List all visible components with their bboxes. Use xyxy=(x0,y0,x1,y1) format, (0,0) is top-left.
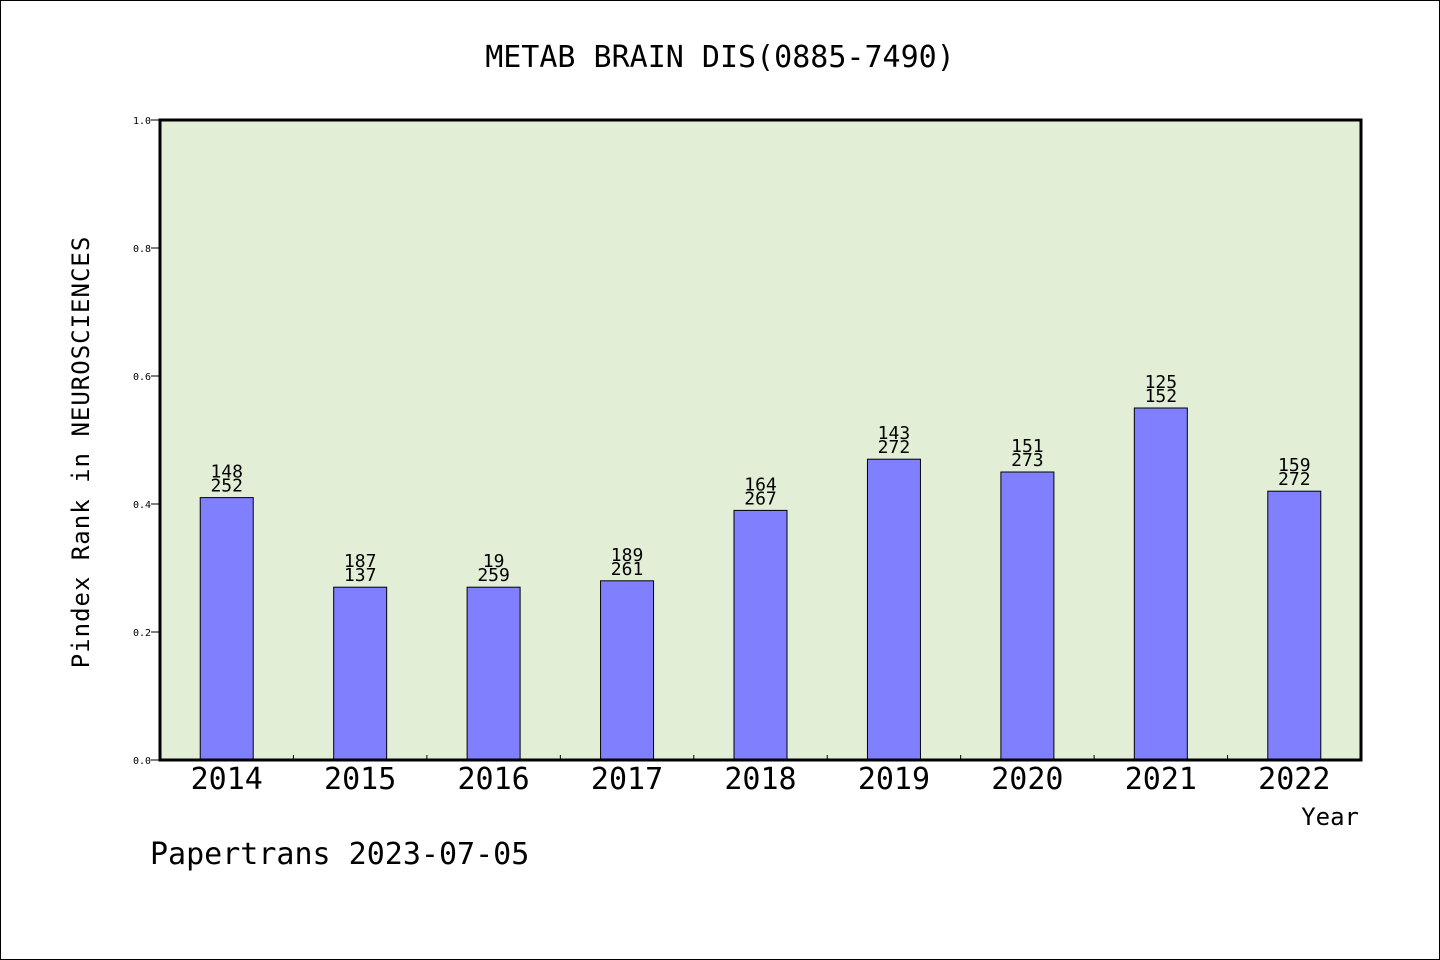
y-tick-label-1.0: 1.0 xyxy=(133,116,151,127)
bar-2022 xyxy=(1267,490,1322,761)
footer-text: Papertrans 2023-07-05 xyxy=(150,837,529,872)
x-tick-label-2019: 2019 xyxy=(858,762,930,797)
y-tick-label-0.8: 0.8 xyxy=(133,244,151,255)
bar-2017 xyxy=(600,580,655,761)
data-label-bottom-2017: 261 xyxy=(611,559,644,580)
data-label-bottom-2019: 272 xyxy=(878,437,911,458)
bar-2014 xyxy=(199,497,254,761)
data-label-bottom-2014: 252 xyxy=(210,476,243,497)
x-tick-label-2020: 2020 xyxy=(991,762,1063,797)
data-label-top-2019: 143 xyxy=(878,423,911,444)
data-label-top-2018: 164 xyxy=(744,474,777,495)
y-tick-label-0.0: 0.0 xyxy=(133,756,151,767)
y-axis-ticks: 0.0 0.2 0.4 0.6 0.8 1.0 xyxy=(133,116,160,767)
x-tick-label-2018: 2018 xyxy=(724,762,796,797)
y-tick-label-0.6: 0.6 xyxy=(133,372,151,383)
data-label-top-2016: 19 xyxy=(483,551,505,572)
x-tick-label-2015: 2015 xyxy=(324,762,396,797)
data-label-bottom-2020: 273 xyxy=(1011,450,1044,471)
y-axis-label: Pindex Rank in NEUROSCIENCES xyxy=(67,236,95,669)
bars xyxy=(199,407,1322,761)
data-label-top-2015: 187 xyxy=(344,551,377,572)
x-tick-label-2022: 2022 xyxy=(1258,762,1330,797)
data-label-bottom-2015: 137 xyxy=(344,565,377,586)
data-label-bottom-2018: 267 xyxy=(744,488,777,509)
data-label-top-2017: 189 xyxy=(611,545,644,566)
x-axis-ticks: 2014 2015 2016 2017 2018 2019 2020 2021 2022 xyxy=(191,755,1330,797)
bar-2021 xyxy=(1133,407,1188,761)
data-label-top-2022: 159 xyxy=(1278,455,1311,476)
y-tick-label-0.4: 0.4 xyxy=(133,500,151,511)
bar-2018 xyxy=(733,509,788,761)
bar-2015 xyxy=(333,586,388,761)
data-label-bottom-2021: 152 xyxy=(1145,386,1178,407)
bar-2019 xyxy=(866,458,921,761)
data-label-top-2014: 148 xyxy=(210,462,243,483)
data-label-bottom-2022: 272 xyxy=(1278,469,1311,490)
bar-2016 xyxy=(466,586,521,761)
bar-2020 xyxy=(1000,471,1055,761)
x-tick-label-2021: 2021 xyxy=(1125,762,1197,797)
x-tick-label-2016: 2016 xyxy=(457,762,529,797)
data-label-top-2020: 151 xyxy=(1011,436,1044,457)
plot-border xyxy=(158,118,1363,762)
x-tick-label-2017: 2017 xyxy=(591,762,663,797)
x-tick-label-2014: 2014 xyxy=(191,762,263,797)
data-label-bottom-2016: 259 xyxy=(477,565,510,586)
data-label-top-2021: 125 xyxy=(1145,372,1178,393)
x-axis-label: Year xyxy=(1301,803,1359,831)
chart-title: METAB BRAIN DIS(0885-7490) xyxy=(485,40,955,75)
y-tick-label-0.2: 0.2 xyxy=(133,628,151,639)
